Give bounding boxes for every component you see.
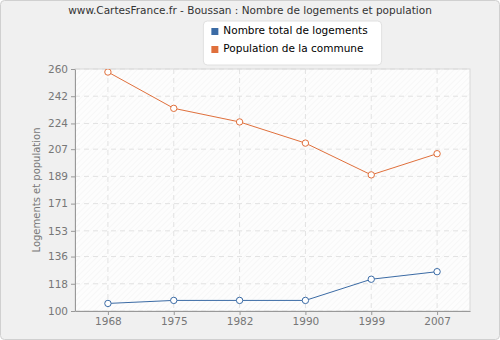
grid: [75, 69, 470, 311]
grid-line: [75, 96, 470, 97]
point: [171, 105, 177, 111]
tick-label: 153: [48, 225, 68, 237]
y-tick: 100: [48, 305, 75, 317]
y-tick: 242: [48, 90, 75, 102]
tick-mark: [71, 149, 75, 150]
y-tick: 189: [48, 170, 75, 182]
grid-line: [75, 203, 470, 204]
x-tick: 2007: [424, 311, 451, 327]
grid-line: [305, 69, 306, 311]
grid-line: [107, 69, 108, 311]
tick-mark: [71, 257, 75, 258]
tick-label: 189: [48, 170, 68, 182]
marks: [105, 69, 441, 307]
grid-line: [371, 69, 372, 311]
point: [368, 276, 374, 282]
point: [302, 297, 308, 303]
point: [302, 140, 308, 146]
title: www.CartesFrance.fr - Boussan : Nombre d…: [68, 4, 432, 16]
tick-mark: [71, 204, 75, 205]
grid-line: [75, 123, 470, 124]
plot-area: [75, 69, 470, 311]
tick-mark: [371, 311, 372, 315]
tick-label: 100: [48, 305, 68, 317]
tick-mark: [71, 176, 75, 177]
grid-line: [75, 149, 470, 150]
plot-frame: [75, 69, 470, 311]
y-tick: 171: [48, 197, 75, 209]
tick-label: 171: [48, 197, 68, 209]
legend-label: Population de la commune: [223, 42, 363, 54]
tick-mark: [437, 311, 438, 315]
point: [105, 69, 111, 75]
y-tick: 136: [48, 250, 75, 262]
grid-line: [239, 69, 240, 311]
tick-label: 224: [48, 117, 68, 129]
series-line: [108, 272, 437, 304]
tick-mark: [305, 311, 306, 315]
tick-mark: [108, 311, 109, 315]
axis-line: [76, 311, 471, 312]
x-tick: 1975: [161, 311, 188, 327]
series-line: [108, 72, 437, 175]
x-axis: 1968 1975 1982 1990 1999 2007: [76, 311, 471, 327]
tick-mark: [71, 69, 75, 70]
tick-label: 1975: [161, 315, 188, 327]
point: [236, 297, 242, 303]
legend-box: [203, 21, 381, 65]
background: [1, 1, 500, 340]
x-tick: 1990: [293, 311, 320, 327]
y-tick: 153: [48, 225, 75, 237]
tick-mark: [71, 123, 75, 124]
legend: Nombre total de logements Population de l…: [203, 21, 381, 65]
tick-mark: [71, 231, 75, 232]
x-tick: 1968: [95, 311, 122, 327]
x-tick: 1982: [227, 311, 254, 327]
grid-line: [75, 230, 470, 231]
chart: 1001181361531711892072242422601968197519…: [0, 0, 500, 340]
tick-mark: [71, 96, 75, 97]
tick-mark: [71, 284, 75, 285]
axis-line: [75, 70, 76, 312]
legend-swatch: [211, 46, 218, 53]
grid-line: [75, 283, 470, 284]
x-tick: 1999: [358, 311, 385, 327]
y-tick: 260: [48, 63, 75, 75]
y-tick: 118: [48, 278, 75, 290]
point: [434, 268, 440, 274]
tick-mark: [71, 311, 75, 312]
tick-label: 1990: [293, 315, 320, 327]
y-axis: 100 118 136 153 171 189 207 224 242 260: [48, 63, 76, 317]
y-axis-title: Logements et population: [31, 127, 42, 252]
tick-label: 1999: [358, 315, 385, 327]
tick-label: 242: [48, 90, 68, 102]
legend-swatch: [211, 28, 218, 35]
tick-label: 260: [48, 63, 68, 75]
point: [105, 300, 111, 306]
point: [434, 151, 440, 157]
grid-line: [75, 176, 470, 177]
legend-label: Nombre total de logements: [223, 24, 367, 36]
tick-label: 136: [48, 250, 68, 262]
tick-label: 118: [48, 278, 68, 290]
tick-label: 1968: [95, 315, 122, 327]
point: [236, 119, 242, 125]
y-tick: 224: [48, 117, 75, 129]
y-tick: 207: [48, 143, 75, 155]
tick-mark: [174, 311, 175, 315]
tick-mark: [240, 311, 241, 315]
tick-label: 207: [48, 143, 68, 155]
grid-line: [75, 256, 470, 257]
tick-label: 1982: [227, 315, 254, 327]
point: [171, 297, 177, 303]
point: [368, 172, 374, 178]
tick-label: 2007: [424, 315, 451, 327]
plot: 1001181361531711892072242422601968197519…: [48, 63, 471, 328]
